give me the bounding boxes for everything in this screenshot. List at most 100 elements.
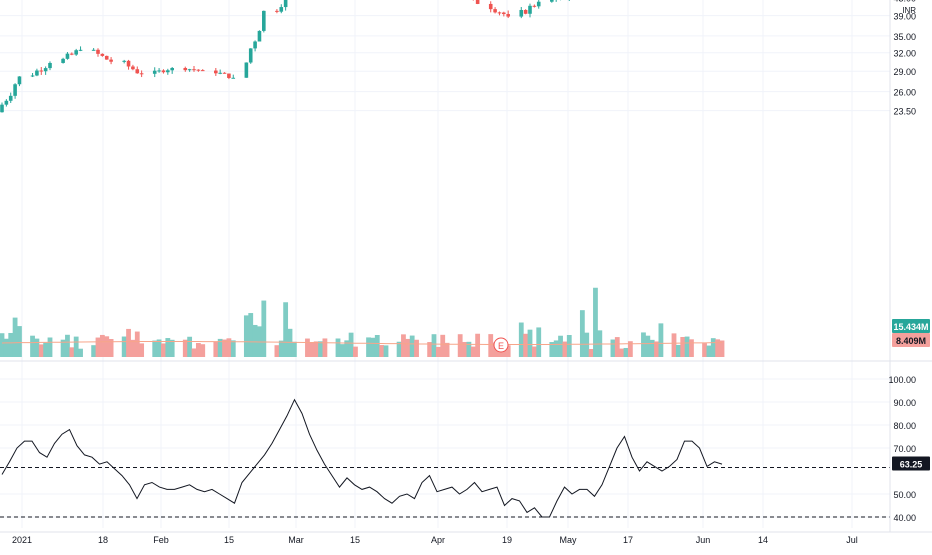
rsi-value-badge: 63.25 — [892, 457, 930, 471]
volume-bar — [336, 338, 341, 357]
volume-bar — [715, 339, 720, 357]
volume-bar — [536, 327, 541, 357]
price-tick-label: 43.00 — [893, 0, 916, 3]
volume-bar — [157, 339, 162, 357]
volume-bar — [401, 334, 406, 357]
volume-bar — [371, 338, 376, 357]
time-tick-label: 19 — [502, 535, 512, 545]
volume-bar — [532, 346, 537, 357]
volume-bar — [126, 329, 131, 357]
time-tick-label: Jul — [846, 535, 858, 545]
time-tick-label: Jun — [696, 535, 711, 545]
volume-bar — [440, 335, 445, 357]
candle-body — [74, 50, 78, 54]
volume-bar — [183, 340, 188, 357]
volume-bar — [305, 339, 310, 357]
volume-bar — [318, 341, 323, 357]
candle-body — [92, 50, 96, 51]
volume-bar — [192, 348, 197, 357]
price-tick-label: 32.00 — [893, 49, 916, 59]
volume-bar — [139, 343, 144, 357]
volume-bar — [707, 346, 712, 357]
volume-ma-badge: 8.409M — [892, 333, 930, 347]
candle-body — [502, 13, 506, 14]
candle-body — [44, 68, 48, 71]
volume-bar — [471, 347, 476, 357]
volume-bar — [589, 349, 594, 357]
candle-body — [9, 96, 13, 101]
volume-badge-text: 15.434M — [893, 322, 928, 332]
candle-body — [122, 61, 126, 62]
volume-bar — [611, 340, 616, 357]
rsi-pane — [0, 400, 890, 517]
candle-body — [105, 56, 109, 60]
volume-bar — [615, 337, 620, 357]
volume-bar — [244, 315, 249, 357]
rsi-tick-label: 40.00 — [893, 513, 916, 523]
volume-bar — [17, 326, 22, 357]
candle-body — [157, 70, 161, 71]
volume-bar — [78, 349, 83, 357]
volume-bar — [410, 336, 415, 357]
candle-body — [550, 0, 554, 2]
volume-bar — [165, 338, 170, 357]
time-tick-label: 18 — [98, 535, 108, 545]
candle-body — [528, 6, 532, 14]
volume-bar — [227, 338, 232, 357]
grid-lines — [0, 0, 932, 528]
time-tick-label: 2021 — [12, 535, 32, 545]
candle-body — [279, 7, 283, 12]
volume-bar — [689, 339, 694, 357]
volume-bar — [619, 349, 624, 357]
candle-body — [275, 11, 279, 12]
volume-bar — [170, 340, 175, 357]
volume-bar — [292, 342, 297, 357]
candle-body — [127, 61, 131, 67]
candle-body — [48, 63, 52, 68]
volume-bar — [528, 330, 533, 357]
candle-body — [245, 63, 249, 78]
candle-body — [166, 70, 170, 72]
volume-bar — [288, 329, 293, 357]
rsi-tick-label: 90.00 — [893, 398, 916, 408]
volume-bar — [309, 342, 314, 357]
volume-bar — [519, 323, 524, 357]
candle-body — [506, 14, 510, 17]
candle-body — [227, 74, 231, 78]
candle-body — [519, 10, 523, 17]
volume-bar — [69, 347, 74, 357]
volume-bar — [200, 344, 205, 357]
time-tick-label: May — [559, 535, 577, 545]
candlesticks[interactable] — [0, 0, 724, 113]
candle-body — [537, 2, 541, 7]
earnings-marker[interactable]: E — [494, 338, 508, 352]
volume-bar — [122, 337, 127, 357]
candle-body — [162, 70, 166, 72]
volume-bar — [279, 341, 284, 357]
volume-bar — [340, 344, 345, 357]
price-tick-label: 23.50 — [893, 107, 916, 117]
time-tick-label: 17 — [623, 535, 633, 545]
rsi-tick-label: 70.00 — [893, 444, 916, 454]
rsi-value-badge-text: 63.25 — [900, 460, 923, 470]
volume-ma-badge-text: 8.409M — [896, 336, 926, 346]
volume-bar — [248, 313, 253, 357]
candle-body — [498, 12, 502, 13]
candle-body — [0, 105, 4, 113]
volume-bar — [523, 334, 528, 357]
candle-body — [493, 9, 497, 12]
candle-body — [258, 31, 262, 42]
candle-body — [170, 68, 174, 70]
volume-bar — [645, 336, 650, 357]
time-tick-label: 14 — [758, 535, 768, 545]
candle-body — [214, 71, 218, 74]
volume-bar — [96, 338, 101, 357]
volume-bar — [680, 337, 685, 357]
candle-body — [96, 50, 100, 54]
volume-bar — [558, 336, 563, 357]
candle-body — [249, 48, 253, 62]
candle-body — [79, 50, 83, 51]
volume-bar — [375, 335, 380, 357]
